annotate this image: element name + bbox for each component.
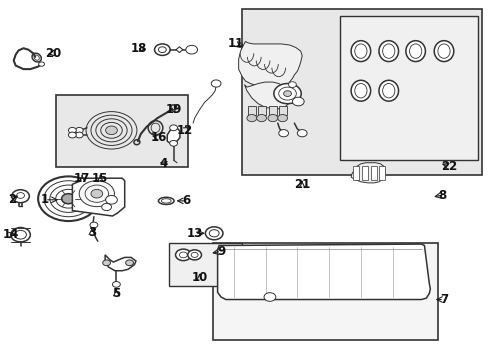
- Ellipse shape: [433, 41, 453, 62]
- Bar: [212, 243, 437, 340]
- Circle shape: [79, 181, 114, 207]
- Ellipse shape: [405, 41, 425, 62]
- Text: 9: 9: [217, 245, 224, 258]
- Text: 18: 18: [131, 42, 147, 55]
- Polygon shape: [238, 41, 302, 88]
- Text: 7: 7: [439, 293, 447, 306]
- Circle shape: [185, 45, 197, 54]
- Circle shape: [256, 114, 266, 122]
- Circle shape: [297, 130, 306, 137]
- Bar: [278, 106, 286, 115]
- Bar: [247, 106, 255, 115]
- Bar: [352, 166, 358, 180]
- Ellipse shape: [350, 80, 370, 101]
- Circle shape: [154, 44, 170, 55]
- Circle shape: [267, 114, 277, 122]
- Circle shape: [102, 203, 111, 211]
- Text: 14: 14: [2, 228, 19, 241]
- Text: 21: 21: [293, 178, 310, 191]
- Circle shape: [288, 82, 296, 87]
- Circle shape: [68, 127, 76, 133]
- Bar: [168, 243, 242, 286]
- Circle shape: [292, 97, 304, 106]
- Circle shape: [112, 282, 120, 287]
- Circle shape: [91, 189, 102, 198]
- Text: 19: 19: [165, 103, 182, 116]
- Circle shape: [102, 260, 110, 266]
- Circle shape: [11, 228, 30, 242]
- Polygon shape: [167, 128, 180, 143]
- Text: 5: 5: [112, 287, 120, 300]
- Circle shape: [169, 140, 177, 146]
- Circle shape: [105, 195, 117, 204]
- Circle shape: [187, 250, 201, 260]
- Text: 10: 10: [191, 271, 207, 284]
- Circle shape: [12, 190, 29, 203]
- Ellipse shape: [378, 41, 398, 62]
- Bar: [339, 16, 477, 160]
- Bar: [370, 166, 376, 180]
- Polygon shape: [217, 244, 429, 300]
- Bar: [379, 166, 385, 180]
- Bar: [257, 106, 265, 115]
- Text: 6: 6: [183, 194, 190, 207]
- Circle shape: [75, 132, 83, 138]
- Circle shape: [278, 130, 288, 137]
- Circle shape: [75, 127, 83, 133]
- Circle shape: [68, 132, 76, 138]
- Polygon shape: [105, 255, 136, 271]
- Circle shape: [273, 84, 301, 104]
- Text: 20: 20: [44, 47, 61, 60]
- Text: 16: 16: [150, 131, 167, 144]
- Circle shape: [38, 176, 99, 221]
- Text: 3: 3: [88, 226, 96, 239]
- Text: 17: 17: [74, 172, 90, 185]
- Circle shape: [246, 114, 256, 122]
- Text: 15: 15: [92, 172, 108, 185]
- Bar: [361, 166, 367, 180]
- Polygon shape: [72, 178, 124, 216]
- Ellipse shape: [350, 41, 370, 62]
- Circle shape: [205, 227, 223, 240]
- Circle shape: [39, 62, 44, 66]
- Circle shape: [105, 126, 117, 135]
- Polygon shape: [350, 163, 385, 183]
- Text: 13: 13: [186, 227, 203, 240]
- Circle shape: [264, 293, 275, 301]
- Circle shape: [175, 249, 191, 261]
- Text: 2: 2: [8, 193, 16, 206]
- Circle shape: [277, 114, 287, 122]
- Text: 12: 12: [176, 124, 193, 137]
- Text: 11: 11: [227, 37, 244, 50]
- Circle shape: [90, 222, 98, 228]
- Circle shape: [125, 260, 133, 266]
- Circle shape: [283, 91, 291, 96]
- Bar: [242, 9, 481, 175]
- Text: 4: 4: [160, 157, 167, 170]
- Bar: [56, 95, 188, 167]
- Ellipse shape: [378, 80, 398, 101]
- Text: 1: 1: [41, 193, 49, 206]
- Text: 22: 22: [440, 160, 456, 173]
- Circle shape: [61, 194, 75, 204]
- Circle shape: [211, 80, 221, 87]
- Text: 8: 8: [438, 189, 446, 202]
- Bar: [268, 106, 276, 115]
- Circle shape: [169, 125, 177, 131]
- Polygon shape: [244, 82, 290, 109]
